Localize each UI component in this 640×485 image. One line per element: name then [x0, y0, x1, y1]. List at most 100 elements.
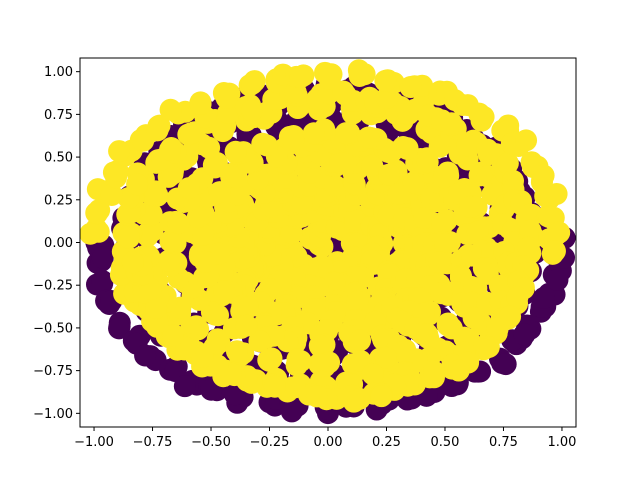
scatter-point [440, 112, 463, 135]
y-axis: −1.00 −0.75 −0.50 −0.25 0.00 0.25 0.50 0.75 1.00 [33, 65, 80, 422]
scatter-point [396, 137, 419, 160]
scatter-point [423, 360, 446, 383]
scatter-point [378, 163, 401, 186]
x-tick-label: −1.00 [74, 435, 114, 450]
scatter-point [349, 329, 372, 352]
scatter-point [226, 183, 249, 206]
scatter-point [494, 353, 517, 376]
scatter-point [283, 376, 306, 399]
scatter-point [241, 72, 264, 95]
y-tick-label: −0.75 [33, 364, 73, 379]
scatter-point [91, 269, 114, 292]
scatter-point [513, 323, 536, 346]
scatter-point [248, 330, 271, 353]
scatter-point [488, 274, 511, 297]
scatter-point [318, 67, 341, 90]
points-layer [80, 59, 576, 425]
scatter-point [413, 207, 436, 230]
scatter-point [305, 385, 328, 408]
scatter-point [459, 196, 482, 219]
y-tick-label: 0.50 [44, 151, 73, 166]
scatter-point [235, 314, 258, 337]
scatter-point [186, 206, 209, 229]
scatter-point [548, 221, 571, 244]
y-tick-label: −1.00 [33, 407, 73, 422]
scatter-point [240, 99, 263, 122]
scatter-point [517, 236, 540, 259]
scatter-point [117, 226, 140, 249]
y-tick-label: −0.50 [33, 321, 73, 336]
scatter-point [280, 400, 303, 423]
x-tick-label: 0.75 [489, 435, 518, 450]
scatter-point [496, 152, 519, 175]
scatter-point [428, 251, 451, 274]
scatter-point [263, 375, 286, 398]
scatter-point [157, 249, 180, 272]
scatter-point [108, 317, 131, 340]
scatter-point [431, 213, 454, 236]
scatter-point [342, 390, 365, 413]
scatter-point [208, 181, 231, 204]
scatter-point [180, 122, 203, 145]
scatter-point [189, 92, 212, 115]
scatter-point [387, 182, 410, 205]
scatter-point [100, 183, 123, 206]
scatter-point [334, 122, 357, 145]
scatter-point [357, 126, 380, 149]
scatter-point [399, 76, 422, 99]
scatter-point [402, 171, 425, 194]
x-tick-label: −0.25 [250, 435, 290, 450]
x-tick-label: 1.00 [547, 435, 576, 450]
scatter-point [416, 151, 439, 174]
scatter-point [347, 59, 370, 82]
scatter-point [515, 129, 538, 152]
scatter-point [159, 98, 182, 121]
scatter-point [85, 201, 108, 224]
scatter-point [532, 164, 555, 187]
scatter-point [255, 134, 278, 157]
scatter-point [546, 268, 569, 291]
scatter-point [434, 232, 457, 255]
scatter-point [468, 102, 491, 125]
scatter-point [346, 290, 369, 313]
scatter-point [194, 250, 217, 273]
scatter-point [447, 359, 470, 382]
scatter-point [432, 166, 455, 189]
y-tick-label: −0.25 [33, 279, 73, 294]
scatter-point [519, 219, 542, 242]
scatter-point [323, 271, 346, 294]
x-tick-label: 0.00 [314, 435, 343, 450]
scatter-point [225, 340, 248, 363]
scatter-point [329, 151, 352, 174]
scatter-point [121, 251, 144, 274]
scatter-point [286, 348, 309, 371]
scatter-point [282, 129, 305, 152]
scatter-point [430, 282, 453, 305]
scatter-point [204, 303, 227, 326]
x-tick-label: −0.75 [133, 435, 173, 450]
scatter-point [308, 352, 331, 375]
scatter-point [146, 119, 169, 142]
scatter-point [91, 246, 114, 269]
x-tick-label: 0.25 [372, 435, 401, 450]
scatter-point [159, 230, 182, 253]
scatter-point [159, 138, 182, 161]
x-tick-label: 0.50 [431, 435, 460, 450]
scatter-point [456, 134, 479, 157]
scatter-point [302, 122, 325, 145]
scatter-point [145, 297, 168, 320]
scatter-point [308, 334, 331, 357]
scatter-point [506, 286, 529, 309]
series-class-1 [80, 59, 571, 413]
x-tick-label: −0.50 [191, 435, 231, 450]
scatter-point [289, 66, 312, 89]
scatter-point [374, 346, 397, 369]
scatter-point [324, 174, 347, 197]
scatter-point [177, 177, 200, 200]
scatter-point [87, 220, 110, 243]
scatter-point [134, 344, 157, 367]
scatter-point [361, 363, 384, 386]
x-axis: −1.00 −0.75 −0.50 −0.25 0.00 0.25 0.50 0.75 1.00 [74, 427, 576, 450]
